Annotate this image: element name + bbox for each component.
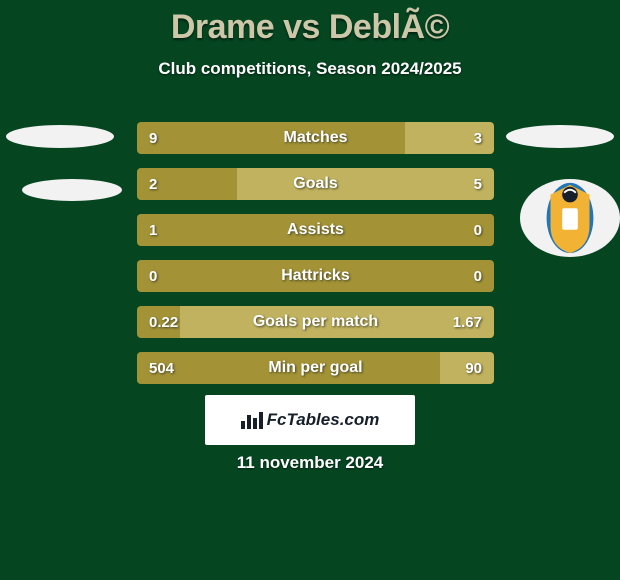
brand-text: FcTables.com	[267, 410, 380, 430]
player-left-avatar-1	[6, 125, 114, 148]
stat-bar-left	[137, 168, 237, 200]
stat-bar-left	[137, 306, 180, 338]
stat-bar-right	[440, 352, 494, 384]
brand-label: FcTables.com	[241, 410, 380, 430]
stats-panel: Matches93 Goals25 Assists10 Hattricks00 Goal…	[137, 122, 494, 398]
stat-bar-right	[237, 168, 494, 200]
stat-bar-right	[405, 122, 494, 154]
stat-row: Hattricks00	[137, 260, 494, 292]
stat-bar-left	[137, 214, 494, 246]
stat-row: Assists10	[137, 214, 494, 246]
date-label: 11 november 2024	[0, 453, 620, 473]
stat-bar-left	[137, 122, 405, 154]
stat-row: Min per goal50490	[137, 352, 494, 384]
stat-bar-left	[137, 352, 440, 384]
club-badge-icon	[531, 179, 609, 257]
player-left-avatar-2	[22, 179, 122, 201]
page-title: Drame vs DeblÃ©	[0, 0, 620, 47]
brand-bars-icon	[241, 411, 263, 429]
stat-row: Goals per match0.221.67	[137, 306, 494, 338]
stat-row: Matches93	[137, 122, 494, 154]
page-subtitle: Club competitions, Season 2024/2025	[0, 59, 620, 79]
brand-box[interactable]: FcTables.com	[205, 395, 415, 445]
player-right-club-badge	[520, 179, 620, 257]
stat-row: Goals25	[137, 168, 494, 200]
player-right-avatar-1	[506, 125, 614, 148]
stat-bar-left	[137, 260, 494, 292]
stat-bar-right	[180, 306, 494, 338]
